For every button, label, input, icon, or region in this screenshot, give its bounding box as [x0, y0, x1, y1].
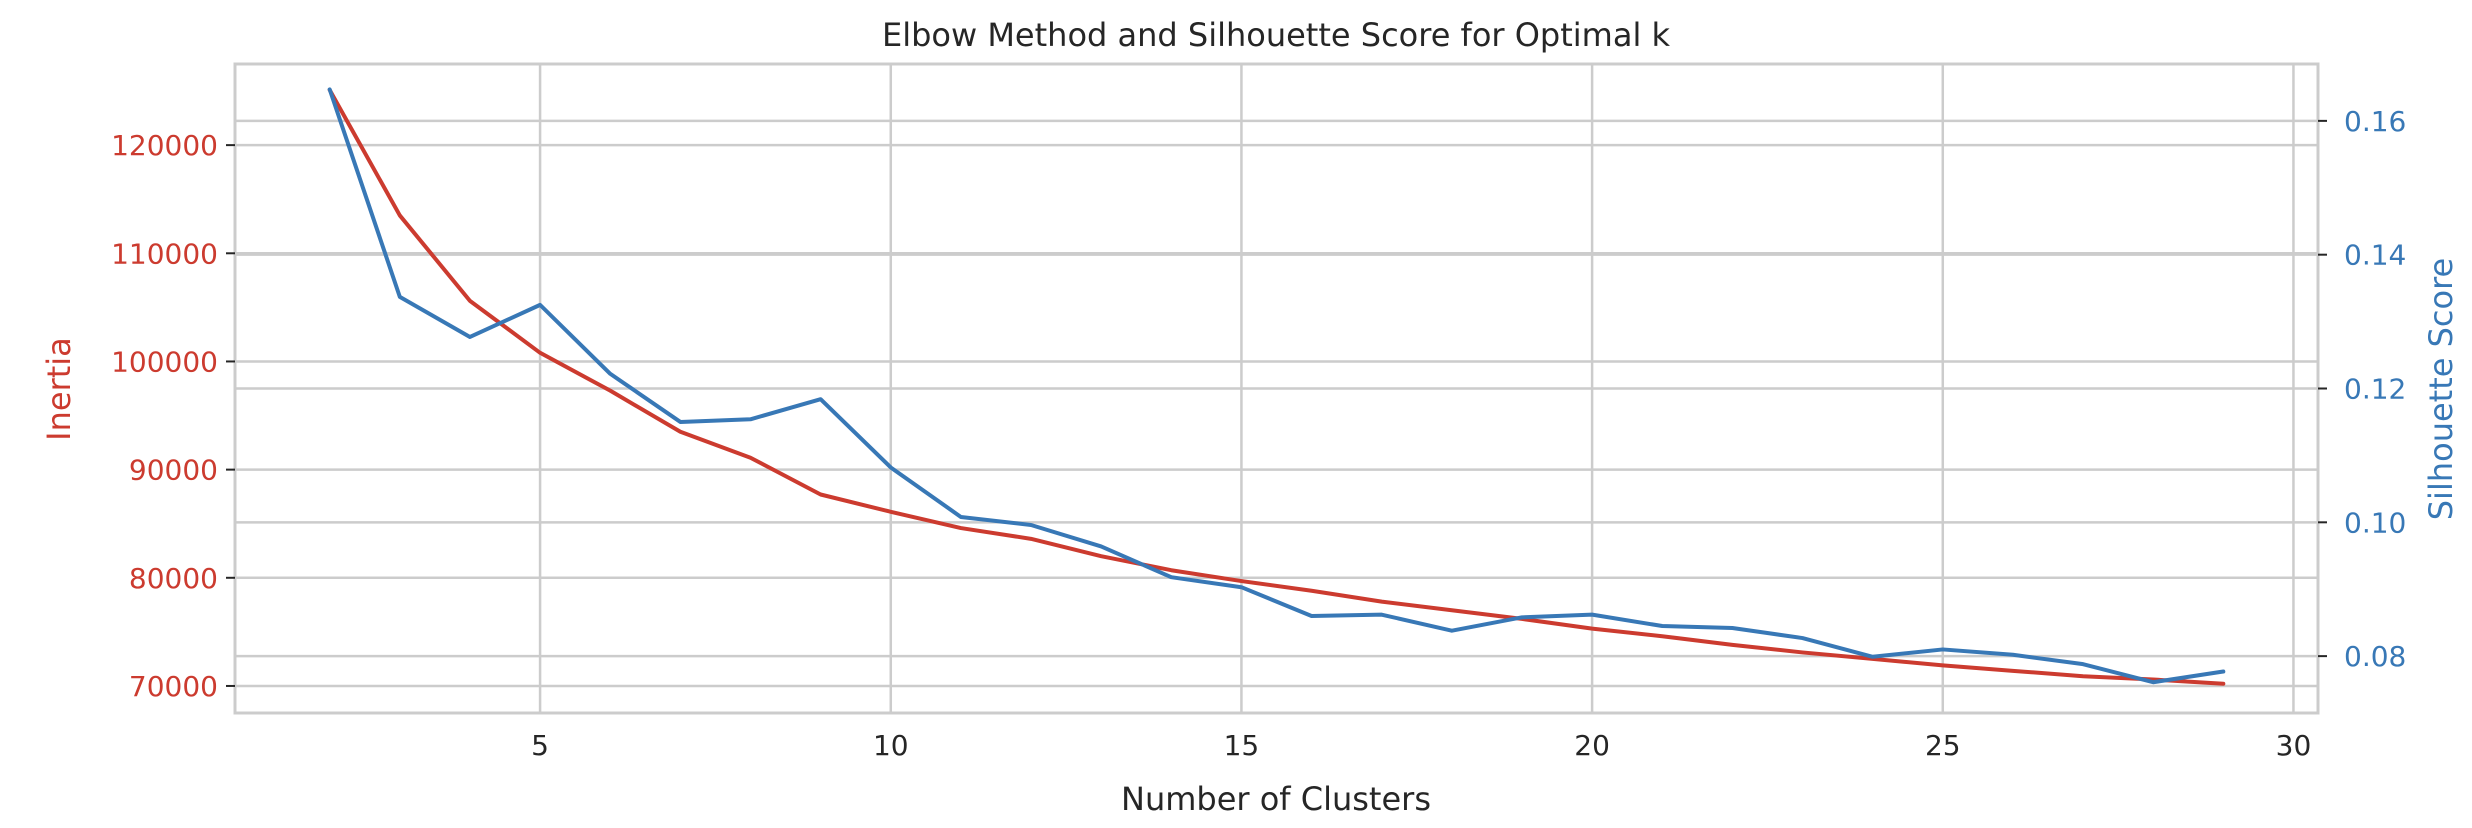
left-tick-label: 70000 [129, 670, 218, 703]
right-tick-label: 0.10 [2344, 506, 2406, 539]
left-axis-label: Inertia [40, 337, 78, 441]
x-tick-label: 10 [873, 729, 909, 762]
right-tick-label: 0.08 [2344, 640, 2406, 673]
x-tick-layer: 5 10 15 20 25 30 [531, 729, 2311, 762]
left-tick-label: 80000 [129, 562, 218, 595]
right-tick-label: 0.14 [2344, 239, 2406, 272]
x-tick-label: 25 [1925, 729, 1961, 762]
left-tick-label: 120000 [111, 129, 218, 162]
right-tick-label: 0.12 [2344, 373, 2406, 406]
inertia-line [327, 87, 2226, 686]
left-tick-label: 110000 [111, 237, 218, 270]
silhouette-line [327, 87, 2226, 685]
left-tick-layer: 70000 80000 90000 100000 110000 120000 [111, 129, 235, 703]
right-tick-label: 0.16 [2344, 105, 2406, 138]
chart-title: Elbow Method and Silhouette Score for Op… [882, 16, 1671, 54]
x-tick-label: 5 [531, 729, 549, 762]
grid-layer [235, 64, 2318, 713]
x-axis-label: Number of Clusters [1121, 780, 1431, 818]
right-axis-label: Silhouette Score [2422, 258, 2460, 521]
left-tick-label: 100000 [111, 345, 218, 378]
x-tick-label: 30 [2276, 729, 2312, 762]
right-tick-layer: 0.08 0.10 0.12 0.14 0.16 [2318, 105, 2406, 673]
x-tick-label: 15 [1224, 729, 1260, 762]
x-tick-label: 20 [1574, 729, 1610, 762]
left-tick-label: 90000 [129, 454, 218, 487]
series-layer [327, 87, 2226, 686]
